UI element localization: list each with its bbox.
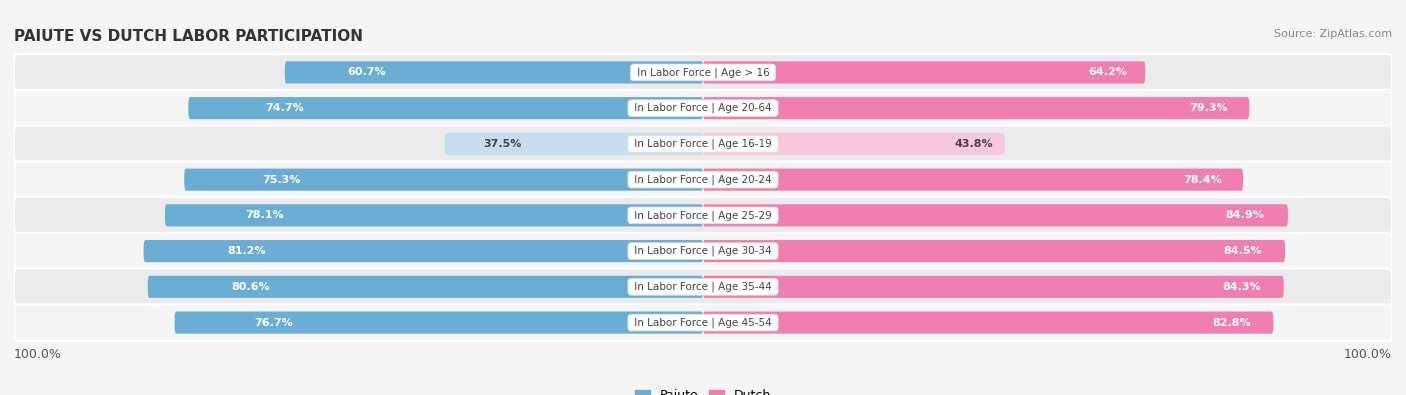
FancyBboxPatch shape	[14, 90, 1392, 126]
FancyBboxPatch shape	[703, 204, 1288, 226]
Text: In Labor Force | Age 20-64: In Labor Force | Age 20-64	[631, 103, 775, 113]
Text: 78.1%: 78.1%	[246, 211, 284, 220]
FancyBboxPatch shape	[14, 269, 1392, 305]
Text: 80.6%: 80.6%	[231, 282, 270, 292]
FancyBboxPatch shape	[14, 233, 1392, 269]
FancyBboxPatch shape	[703, 169, 1243, 191]
Text: 43.8%: 43.8%	[955, 139, 993, 149]
Text: 81.2%: 81.2%	[228, 246, 266, 256]
FancyBboxPatch shape	[14, 126, 1392, 162]
FancyBboxPatch shape	[285, 61, 703, 83]
FancyBboxPatch shape	[703, 312, 1274, 334]
FancyBboxPatch shape	[14, 197, 1392, 233]
Text: PAIUTE VS DUTCH LABOR PARTICIPATION: PAIUTE VS DUTCH LABOR PARTICIPATION	[14, 29, 363, 44]
FancyBboxPatch shape	[174, 312, 703, 334]
Text: 78.4%: 78.4%	[1182, 175, 1222, 184]
FancyBboxPatch shape	[703, 240, 1285, 262]
Text: In Labor Force | Age 30-34: In Labor Force | Age 30-34	[631, 246, 775, 256]
Text: 74.7%: 74.7%	[266, 103, 304, 113]
Text: 84.9%: 84.9%	[1226, 211, 1264, 220]
Text: 100.0%: 100.0%	[14, 348, 62, 361]
FancyBboxPatch shape	[703, 61, 1146, 83]
FancyBboxPatch shape	[703, 133, 1005, 155]
Text: In Labor Force | Age 25-29: In Labor Force | Age 25-29	[631, 210, 775, 221]
Text: 60.7%: 60.7%	[347, 68, 387, 77]
FancyBboxPatch shape	[184, 169, 703, 191]
Text: 82.8%: 82.8%	[1212, 318, 1250, 327]
Text: 84.3%: 84.3%	[1222, 282, 1261, 292]
FancyBboxPatch shape	[14, 54, 1392, 90]
Text: Source: ZipAtlas.com: Source: ZipAtlas.com	[1274, 29, 1392, 40]
FancyBboxPatch shape	[703, 97, 1250, 119]
Text: In Labor Force | Age 16-19: In Labor Force | Age 16-19	[631, 139, 775, 149]
FancyBboxPatch shape	[188, 97, 703, 119]
Text: In Labor Force | Age > 16: In Labor Force | Age > 16	[634, 67, 772, 78]
Text: 37.5%: 37.5%	[484, 139, 522, 149]
Text: In Labor Force | Age 20-24: In Labor Force | Age 20-24	[631, 174, 775, 185]
Text: 100.0%: 100.0%	[1344, 348, 1392, 361]
Text: In Labor Force | Age 35-44: In Labor Force | Age 35-44	[631, 282, 775, 292]
FancyBboxPatch shape	[165, 204, 703, 226]
Text: 76.7%: 76.7%	[254, 318, 292, 327]
Text: 64.2%: 64.2%	[1088, 68, 1128, 77]
FancyBboxPatch shape	[14, 305, 1392, 341]
FancyBboxPatch shape	[148, 276, 703, 298]
FancyBboxPatch shape	[444, 133, 703, 155]
Text: In Labor Force | Age 45-54: In Labor Force | Age 45-54	[631, 317, 775, 328]
FancyBboxPatch shape	[143, 240, 703, 262]
Text: 79.3%: 79.3%	[1189, 103, 1227, 113]
FancyBboxPatch shape	[703, 276, 1284, 298]
FancyBboxPatch shape	[14, 162, 1392, 198]
Legend: Paiute, Dutch: Paiute, Dutch	[630, 384, 776, 395]
Text: 75.3%: 75.3%	[262, 175, 301, 184]
Text: 84.5%: 84.5%	[1223, 246, 1261, 256]
